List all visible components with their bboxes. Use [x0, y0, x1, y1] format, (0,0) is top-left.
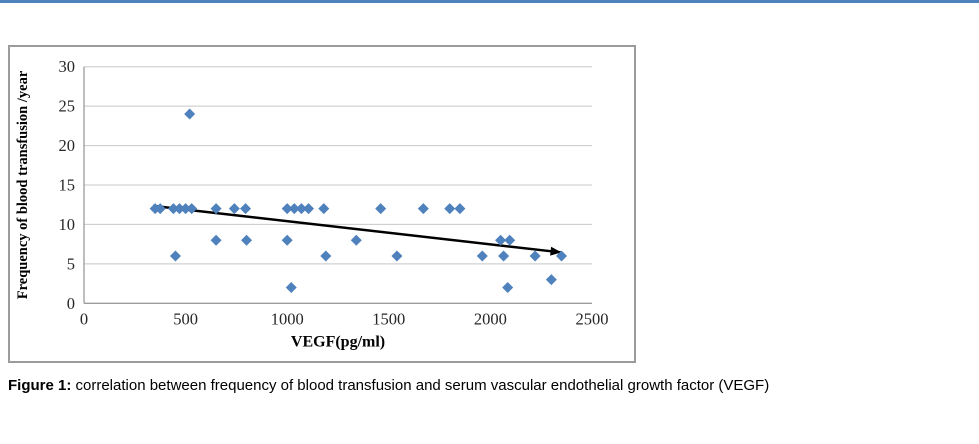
- figure-caption-text: correlation between frequency of blood t…: [71, 377, 770, 394]
- x-axis-title: VEGF(pg/ml): [291, 333, 385, 350]
- trend-arrow: [550, 246, 562, 256]
- data-point-diamond: [281, 203, 293, 215]
- data-point-diamond: [303, 203, 315, 215]
- figure-caption-label: Figure 1:: [8, 377, 72, 394]
- data-point-diamond: [417, 203, 429, 215]
- scatter-plot: 0 5 10 15 20 25 30 0 500 1000 1500 2000 2500 VEGF(pg/…: [15, 57, 609, 350]
- data-point-diamond: [285, 282, 297, 294]
- data-point-diamond: [210, 203, 222, 215]
- figure-caption: Figure 1: correlation between frequency …: [8, 376, 948, 395]
- y-tick-label: 20: [59, 136, 76, 155]
- data-point-diamond: [154, 203, 166, 215]
- data-point-diamond: [210, 234, 222, 246]
- data-point-diamond: [184, 108, 196, 120]
- data-point-diamond: [241, 234, 253, 246]
- data-point-diamond: [502, 282, 514, 294]
- data-point-diamond: [454, 203, 466, 215]
- data-point-diamond: [556, 250, 568, 262]
- data-point-diamond: [174, 203, 186, 215]
- data-point-diamond: [288, 203, 300, 215]
- x-tick-label: 2500: [576, 309, 609, 328]
- data-point-diamond: [186, 203, 198, 215]
- x-tick-label: 0: [80, 309, 88, 328]
- data-point-diamond: [281, 234, 293, 246]
- top-divider-rule: [0, 0, 979, 3]
- chart-frame: 0 5 10 15 20 25 30 0 500 1000 1500 2000 2500 VEGF(pg/…: [8, 45, 636, 363]
- data-point-diamond: [180, 203, 192, 215]
- y-tick-label: 10: [59, 215, 76, 234]
- x-tick-label: 1000: [271, 309, 304, 328]
- data-point-diamond: [350, 234, 362, 246]
- data-point-diamond: [375, 203, 387, 215]
- data-point-diamond: [228, 203, 240, 215]
- data-point-diamond: [320, 250, 332, 262]
- y-axis-title: Frequency of blood transfusion /year: [15, 70, 31, 299]
- data-point-diamond: [240, 203, 252, 215]
- x-tick-label: 2000: [474, 309, 507, 328]
- y-tick-label: 15: [59, 176, 76, 195]
- data-point-diamond: [318, 203, 330, 215]
- data-point-diamond: [495, 234, 507, 246]
- data-point-diamond: [545, 274, 557, 286]
- y-tick-label: 30: [59, 57, 76, 76]
- data-point-diamond: [167, 203, 179, 215]
- y-tick-label: 0: [67, 294, 75, 313]
- x-tick-label: 1500: [372, 309, 405, 328]
- data-point-diamond: [504, 234, 516, 246]
- data-point-diamond: [498, 250, 510, 262]
- data-point-diamond: [444, 203, 456, 215]
- trend-line: [152, 204, 562, 254]
- data-point-diamond: [529, 250, 541, 262]
- data-point-diamond: [295, 203, 307, 215]
- data-point-diamond: [476, 250, 488, 262]
- y-tick-label: 25: [59, 97, 76, 116]
- data-point-diamond: [169, 250, 181, 262]
- data-point-diamond: [391, 250, 403, 262]
- x-tick-label: 500: [173, 309, 198, 328]
- y-tick-label: 5: [67, 254, 75, 273]
